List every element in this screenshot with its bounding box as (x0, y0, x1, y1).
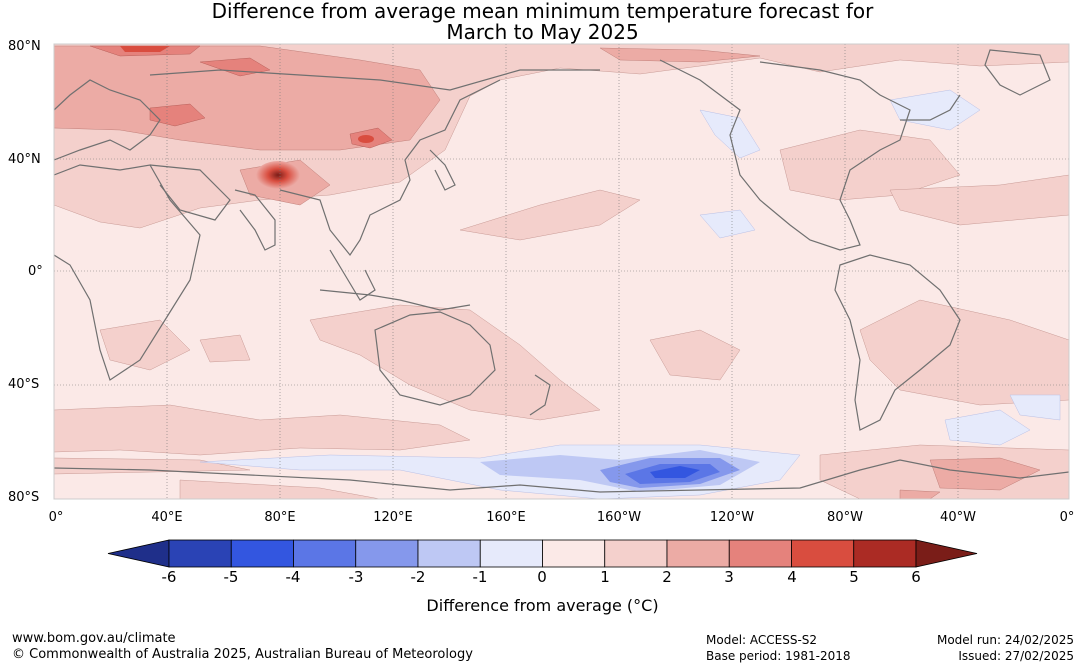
colorbar-tick: 6 (911, 568, 921, 586)
chart-title-line-1: Difference from average mean minimum tem… (211, 0, 874, 23)
footer-url[interactable]: www.bom.gov.au/climate (12, 631, 176, 646)
lat-label-80s: 80°S (8, 490, 40, 505)
colorbar-swatch (604, 539, 668, 568)
lon-label-160e: 160°E (486, 510, 526, 525)
footer-base-period: Base period: 1981-2018 (706, 649, 851, 663)
anomaly-4-5-regions (120, 46, 374, 143)
colorbar-tick: -6 (161, 568, 177, 586)
colorbar-tick: -2 (410, 568, 426, 586)
lon-label-40e: 40°E (151, 510, 183, 525)
lon-label-120e: 120°E (373, 510, 413, 525)
colorbar-tick: -5 (223, 568, 239, 586)
colorbar-tick: 5 (849, 568, 859, 586)
colorbar-swatch (293, 539, 357, 568)
lon-label-40w: 40°W (940, 510, 976, 525)
lon-label-0-right: 0° (1059, 510, 1075, 525)
colorbar-swatch (542, 539, 606, 568)
lon-label-0-left: 0° (48, 510, 64, 525)
colorbar-label: Difference from average (°C) (426, 596, 659, 615)
colorbar-tick: -4 (285, 568, 301, 586)
footer-model: Model: ACCESS-S2 (706, 633, 818, 647)
colorbar-tick: -1 (472, 568, 488, 586)
colorbar-extend-low (107, 539, 170, 568)
colorbar-swatch (728, 539, 792, 568)
lon-label-120w: 120°W (709, 510, 755, 525)
colorbar-swatch (230, 539, 294, 568)
colorbar-swatch (666, 539, 730, 568)
colorbar-extend-high (915, 539, 978, 568)
lat-label-40s: 40°S (8, 377, 40, 392)
lat-label-80n: 80°N (8, 39, 41, 54)
lat-label-eq: 0° (28, 264, 43, 279)
colorbar-swatch (853, 539, 917, 568)
anomaly-hotspot (256, 161, 300, 189)
colorbar-tick: 0 (537, 568, 547, 586)
colorbar-tick: 4 (787, 568, 797, 586)
colorbar-swatch (791, 539, 855, 568)
chart-title-line-2: March to May 2025 (446, 20, 639, 44)
graticule (54, 44, 1069, 499)
colorbar-swatch (355, 539, 419, 568)
footer-copyright: © Commonwealth of Australia 2025, Austra… (12, 647, 473, 662)
colorbar-tick: -3 (348, 568, 364, 586)
coastlines (54, 49, 1069, 493)
lon-label-160w: 160°W (596, 510, 642, 525)
lon-label-80e: 80°E (264, 510, 296, 525)
lat-label-40n: 40°N (8, 152, 41, 167)
lon-label-80w: 80°W (827, 510, 863, 525)
footer-model-run: Model run: 24/02/2025 (936, 633, 1074, 647)
colorbar-swatch (479, 539, 543, 568)
colorbar-swatch (417, 539, 481, 568)
map-frame (53, 43, 1070, 500)
colorbar-tick: 2 (662, 568, 672, 586)
colorbar-tick: 3 (724, 568, 734, 586)
footer-issued: Issued: 27/02/2025 (958, 649, 1074, 663)
colorbar-tick: 1 (600, 568, 610, 586)
anomaly-neg-4-5-regions (650, 466, 700, 478)
colorbar-swatch (168, 539, 232, 568)
